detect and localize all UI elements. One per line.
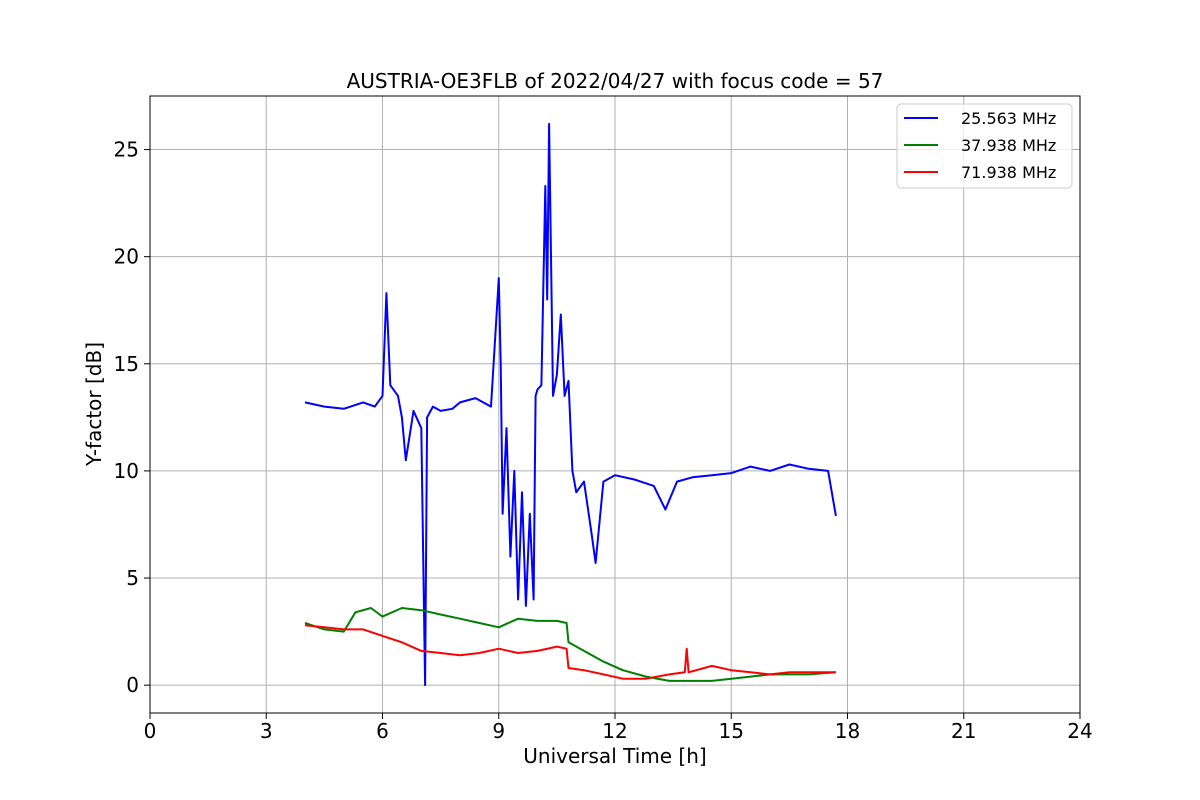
- x-tick-label: 24: [1067, 719, 1092, 743]
- y-tick-label: 20: [114, 245, 139, 269]
- x-tick-label: 18: [835, 719, 860, 743]
- series-line-1: [304, 607, 836, 682]
- y-tick-label: 25: [114, 138, 139, 162]
- legend: 25.563 MHz 37.938 MHz 71.938 MHz: [896, 103, 1073, 189]
- chart-title: AUSTRIA-OE3FLB of 2022/04/27 with focus …: [347, 69, 884, 93]
- legend-box: [896, 103, 1073, 189]
- y-tick-label: 5: [126, 566, 139, 590]
- legend-label-37938: 37.938 MHz: [961, 136, 1056, 155]
- legend-label-71938: 71.938 MHz: [961, 163, 1056, 182]
- x-axis-label: Universal Time [h]: [523, 744, 706, 768]
- x-tick-label: 12: [602, 719, 627, 743]
- series-line-2: [304, 624, 836, 680]
- y-axis-label: Y-factor [dB]: [82, 342, 106, 467]
- y-tick-label: 10: [114, 459, 139, 483]
- legend-label-25563: 25.563 MHz: [961, 109, 1056, 128]
- x-tick-label: 0: [144, 719, 157, 743]
- x-tick-label: 21: [951, 719, 976, 743]
- series-line-0: [304, 122, 837, 687]
- x-tick-label: 6: [376, 719, 389, 743]
- y-tick-label: 0: [126, 673, 139, 697]
- y-tick-label: 15: [114, 352, 139, 376]
- series-layer: [304, 122, 837, 687]
- x-tick-label: 15: [719, 719, 744, 743]
- x-tick-label: 9: [492, 719, 505, 743]
- x-tick-label: 3: [260, 719, 273, 743]
- ticks: 0 3 6 9 12 15 18 21 24 0 5 10 15 20 25: [114, 138, 1093, 743]
